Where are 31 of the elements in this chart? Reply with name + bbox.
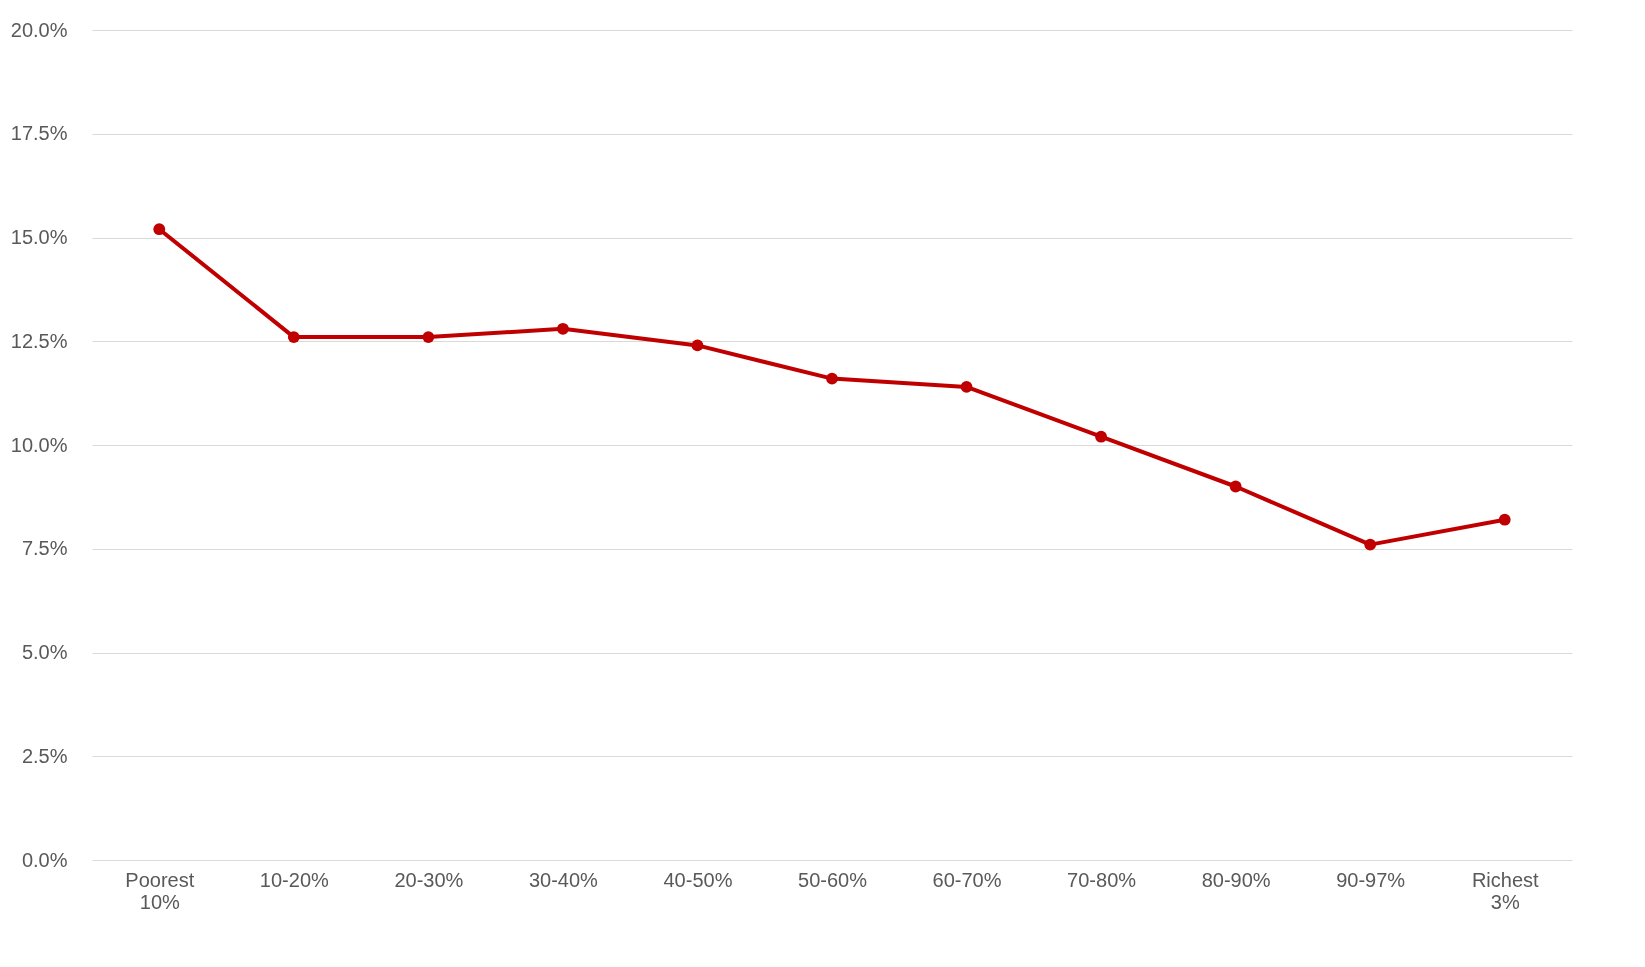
y-tick-label: 20.0% (10, 18, 68, 41)
y-tick-label: 7.5% (21, 537, 68, 560)
x-tick-label: 60-70% (932, 868, 1002, 891)
x-tick-label: 30-40% (528, 868, 599, 891)
point (1095, 430, 1108, 443)
x-tick-label: 70-80% (1067, 868, 1137, 891)
point (1229, 480, 1242, 493)
x-tick-label: 40-50% (663, 868, 733, 891)
x-tick-label: 20-30% (394, 868, 464, 891)
y-tick-label: 10.0% (10, 433, 68, 456)
x-tick-label: 90-97% (1336, 868, 1406, 891)
x-tick-label: 10-20% (259, 868, 329, 891)
point (1364, 538, 1377, 551)
point (556, 322, 569, 335)
point (1498, 513, 1511, 526)
point (287, 331, 300, 343)
y-tick-label: 2.5% (21, 744, 68, 767)
y-tick-label: 5.0% (21, 641, 68, 663)
y-tick-label: 0.0% (21, 848, 68, 871)
x-tick-label: Richest 3% (1471, 868, 1540, 913)
point (422, 331, 435, 343)
y-tick-label: 12.5% (10, 329, 68, 352)
x-tick-label: Poorest 10% (125, 868, 195, 913)
x-tick-label: 80-90% (1201, 868, 1271, 891)
point (960, 381, 973, 393)
y-tick-label: 15.0% (10, 226, 68, 248)
point (826, 372, 838, 385)
point (153, 223, 166, 236)
x-tick-label: 50-60% (798, 868, 868, 891)
y-tick-label: 17.5% (10, 122, 68, 145)
point (691, 339, 704, 352)
